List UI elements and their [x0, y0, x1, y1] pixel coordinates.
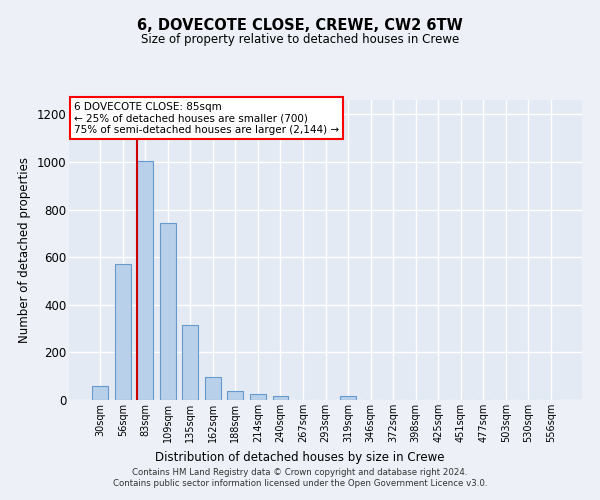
Bar	[250, 394, 266, 400]
Text: Size of property relative to detached houses in Crewe: Size of property relative to detached ho…	[141, 32, 459, 46]
Bar	[272, 396, 289, 400]
Y-axis label: Number of detached properties: Number of detached properties	[18, 157, 31, 343]
Bar	[227, 391, 243, 400]
Text: 6 DOVECOTE CLOSE: 85sqm
← 25% of detached houses are smaller (700)
75% of semi-d: 6 DOVECOTE CLOSE: 85sqm ← 25% of detache…	[74, 102, 339, 134]
Bar	[182, 325, 198, 400]
Bar	[115, 264, 131, 400]
Bar	[137, 160, 153, 400]
Text: Distribution of detached houses by size in Crewe: Distribution of detached houses by size …	[155, 451, 445, 464]
Bar	[205, 378, 221, 400]
Bar	[160, 222, 176, 400]
Bar	[340, 396, 356, 400]
Text: Contains HM Land Registry data © Crown copyright and database right 2024.
Contai: Contains HM Land Registry data © Crown c…	[113, 468, 487, 487]
Bar	[92, 386, 108, 400]
Text: 6, DOVECOTE CLOSE, CREWE, CW2 6TW: 6, DOVECOTE CLOSE, CREWE, CW2 6TW	[137, 18, 463, 32]
